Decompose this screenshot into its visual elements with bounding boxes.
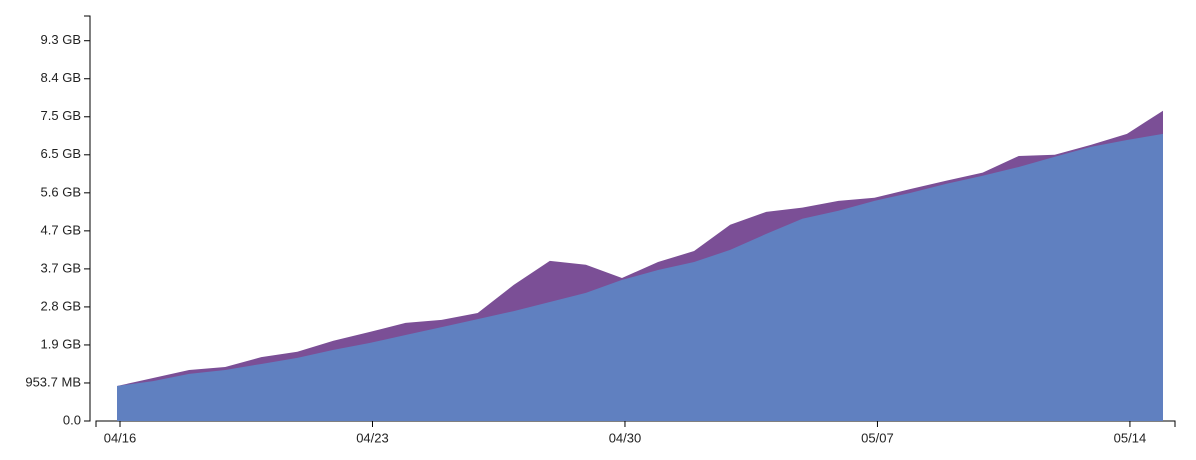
y-tick-label: 4.7 GB xyxy=(41,222,81,237)
y-tick-label: 1.9 GB xyxy=(41,336,81,351)
x-tick-label: 05/14 xyxy=(1114,430,1147,445)
area xyxy=(117,133,1163,421)
x-tick-label: 05/07 xyxy=(861,430,894,445)
y-tick-label: 5.6 GB xyxy=(41,184,81,199)
y-tick-label: 9.3 GB xyxy=(41,32,81,47)
y-tick-label: 3.7 GB xyxy=(41,260,81,275)
x-tick-label: 04/30 xyxy=(609,430,642,445)
y-tick-label: 0.0 xyxy=(63,412,81,427)
x-tick-label: 04/23 xyxy=(356,430,389,445)
y-tick-label: 6.5 GB xyxy=(41,146,81,161)
x-axis xyxy=(95,420,1176,427)
y-tick-label: 953.7 MB xyxy=(25,374,81,389)
y-axis xyxy=(84,15,91,422)
x-tick-label: 04/16 xyxy=(104,430,137,445)
y-tick-label: 2.8 GB xyxy=(41,298,81,313)
y-tick-label: 8.4 GB xyxy=(41,70,81,85)
y-tick-label: 7.5 GB xyxy=(41,108,81,123)
